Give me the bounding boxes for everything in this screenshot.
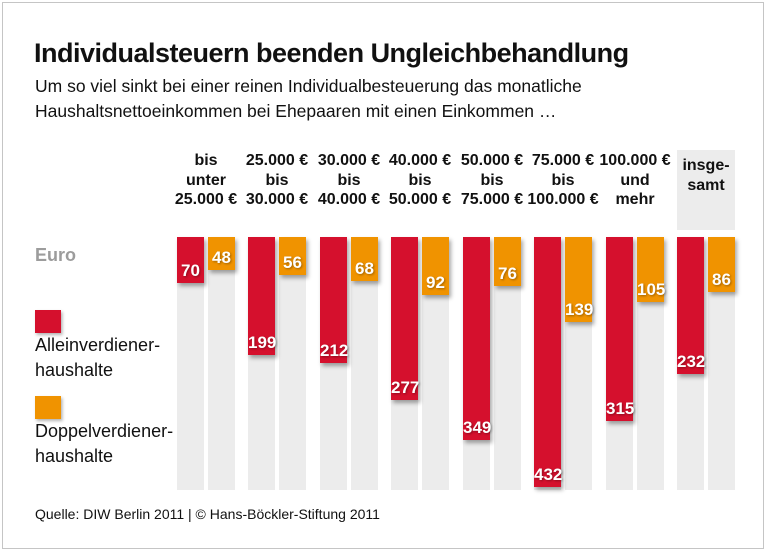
column-header: bis unter 25.000 € <box>166 151 246 210</box>
column-header-line: 40.000 € <box>317 191 381 208</box>
bar-doppelverdiener: 86 <box>708 237 735 292</box>
column-header-line: bis <box>480 171 504 189</box>
bar-track <box>279 237 306 490</box>
bar-value-label: 432 <box>534 465 563 484</box>
column-header-line: bis <box>408 171 432 189</box>
bar-alleinverdiener: 432 <box>534 237 563 487</box>
bar-value-label: 212 <box>320 341 349 360</box>
bar-doppelverdiener: 105 <box>637 237 666 302</box>
bar-doppelverdiener: 68 <box>351 237 378 281</box>
column-header-line: und <box>620 171 650 189</box>
bar-track <box>208 237 235 490</box>
column-header: 30.000 € bis 40.000 € <box>309 151 389 210</box>
axis-unit-label: Euro <box>35 245 77 265</box>
bar-alleinverdiener: 199 <box>248 237 277 355</box>
column-header-line: 100.000 € <box>599 152 671 169</box>
column-header-line: 100.000 € <box>527 191 599 208</box>
column-header-total: insge-samt <box>677 150 735 230</box>
bar-doppelverdiener: 139 <box>565 237 594 322</box>
bar-alleinverdiener: 277 <box>391 237 420 400</box>
bar-value-label: 139 <box>565 300 594 319</box>
bar-value-label: 315 <box>606 399 635 418</box>
bar-alleinverdiener: 349 <box>463 237 492 440</box>
bar-value-label: 70 <box>181 261 200 280</box>
legend-label-line: haushalte <box>35 360 114 380</box>
column-header-line: bis <box>265 171 289 189</box>
column-header-line: insge- <box>682 157 730 174</box>
column-header-line: bis <box>194 152 218 169</box>
subtitle-line-2: Haushaltsnettoeinkommen bei Ehepaaren mi… <box>35 101 557 121</box>
column-header-line: bis <box>551 171 575 189</box>
bar-doppelverdiener: 48 <box>208 237 235 270</box>
bar-alleinverdiener: 315 <box>606 237 635 421</box>
legend-swatch-doppelverdiener <box>35 396 61 419</box>
column-header-line: 25.000 € <box>174 191 238 208</box>
bar-value-label: 48 <box>212 248 231 267</box>
bar-value-label: 86 <box>712 270 731 289</box>
column-header-line: 50.000 € <box>460 152 524 169</box>
column-header: 75.000 € bis 100.000 € <box>523 151 603 210</box>
column-header: 25.000 € bis 30.000 € <box>237 151 317 210</box>
chart-subtitle: Um so viel sinkt bei einer reinen Indivi… <box>35 74 582 124</box>
column-header: 50.000 € bis 75.000 € <box>452 151 532 210</box>
bar-doppelverdiener: 92 <box>422 237 449 295</box>
bar-value-label: 105 <box>637 280 666 299</box>
column-header-line: 75.000 € <box>460 191 524 208</box>
legend-label-doppelverdiener: Doppelverdiener- haushalte <box>35 419 173 469</box>
legend-label-line: Alleinverdiener- <box>35 335 161 355</box>
legend-swatch-alleinverdiener <box>35 310 61 333</box>
column-header-line: 40.000 € <box>388 152 452 169</box>
column-header-line: 50.000 € <box>388 191 452 208</box>
legend-label-line: Doppelverdiener- <box>35 421 174 441</box>
column-header-line: 30.000 € <box>245 191 309 208</box>
bar-alleinverdiener: 232 <box>677 237 706 374</box>
column-header-line: 25.000 € <box>245 152 309 169</box>
chart-title: Individualsteuern beenden Ungleichbehand… <box>34 38 629 69</box>
column-header-line: unter <box>186 171 226 189</box>
column-header: 40.000 € bis 50.000 € <box>380 151 460 210</box>
bar-doppelverdiener: 76 <box>494 237 521 286</box>
bar-value-label: 232 <box>677 352 706 371</box>
column-header-line: bis <box>337 171 361 189</box>
bar-value-label: 56 <box>283 253 302 272</box>
legend-label-line: haushalte <box>35 446 114 466</box>
column-header-line: mehr <box>615 191 655 208</box>
bar-value-label: 199 <box>248 333 277 352</box>
bar-value-label: 68 <box>355 259 374 278</box>
bar-value-label: 277 <box>391 378 420 397</box>
column-header-line: samt <box>687 176 725 194</box>
column-header-line: 75.000 € <box>531 152 595 169</box>
column-header-line: 30.000 € <box>317 152 381 169</box>
bar-alleinverdiener: 212 <box>320 237 349 363</box>
source-note: Quelle: DIW Berlin 2011 | © Hans-Böckler… <box>35 506 380 522</box>
column-header: 100.000 € und mehr <box>595 151 675 210</box>
bar-alleinverdiener: 70 <box>177 237 204 283</box>
subtitle-line-1: Um so viel sinkt bei einer reinen Indivi… <box>35 76 582 96</box>
bar-value-label: 92 <box>426 273 445 292</box>
bar-value-label: 349 <box>463 418 492 437</box>
legend-label-alleinverdiener: Alleinverdiener- haushalte <box>35 333 160 383</box>
bar-doppelverdiener: 56 <box>279 237 306 275</box>
bar-value-label: 76 <box>498 264 517 283</box>
